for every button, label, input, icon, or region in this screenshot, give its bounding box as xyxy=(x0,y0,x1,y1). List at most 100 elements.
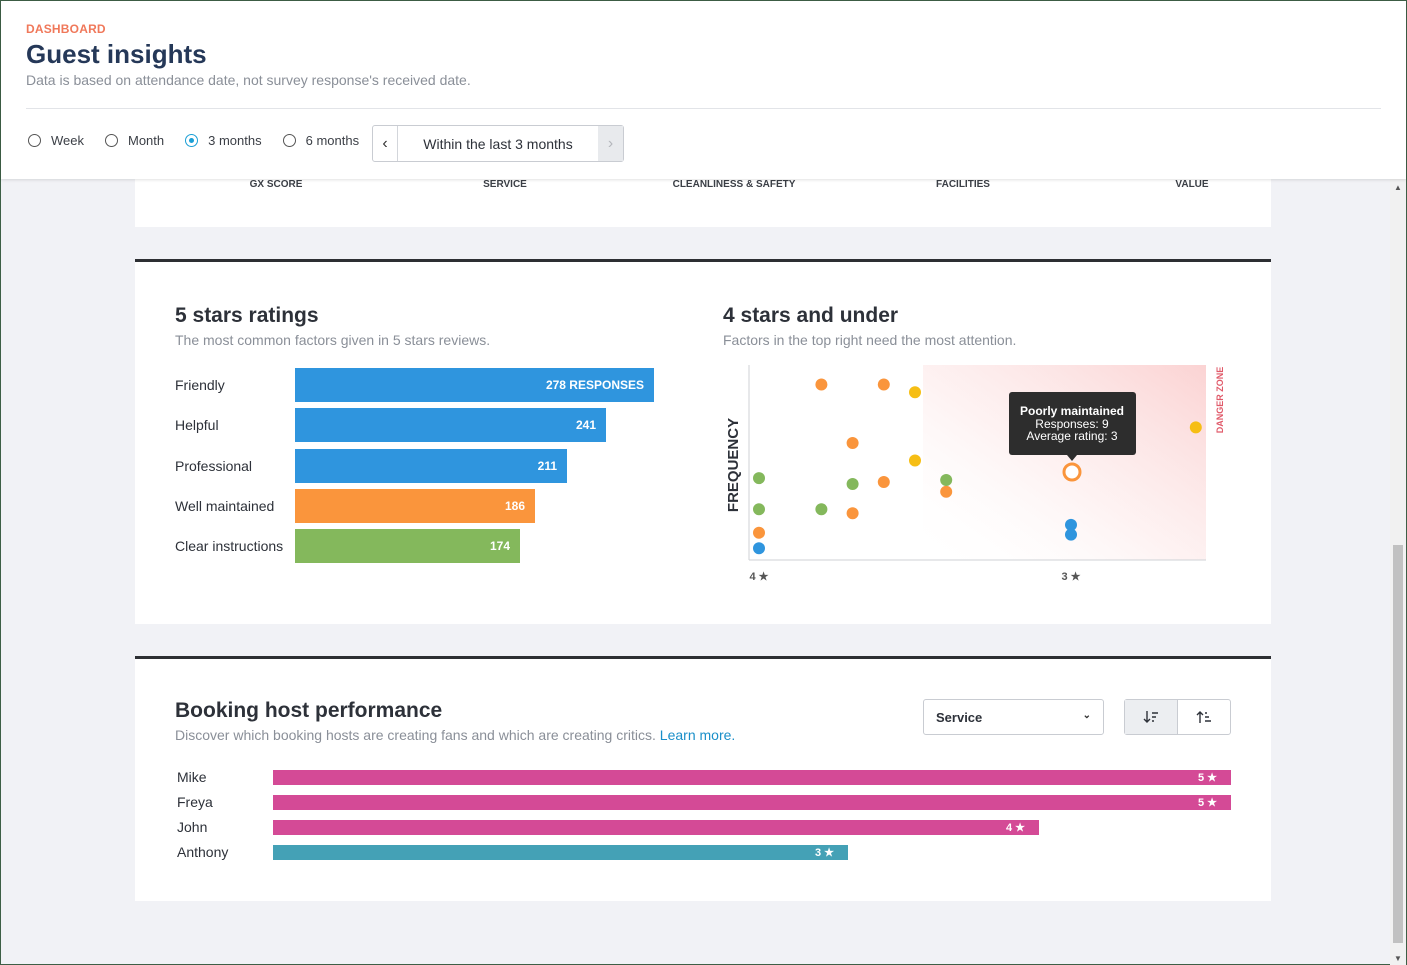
metric-gx-score: GX SCORE xyxy=(249,179,303,190)
scatter-point[interactable] xyxy=(940,485,953,498)
period-radio-group: Week Month 3 months 6 months xyxy=(28,133,380,148)
scatter-point[interactable] xyxy=(846,507,859,520)
tooltip-responses: Responses: 9 xyxy=(1035,417,1109,431)
bar-row: Friendly 278 RESPONSES xyxy=(175,368,654,402)
host-name: Anthony xyxy=(177,844,229,860)
radio-month[interactable]: Month xyxy=(105,133,164,148)
scatter-point[interactable] xyxy=(815,378,828,391)
five-stars-title: 5 stars ratings xyxy=(175,304,319,327)
scatter-point[interactable] xyxy=(753,526,765,539)
tooltip-title: Poorly maintained xyxy=(1020,404,1124,418)
host-bar[interactable]: 5 ★ xyxy=(273,769,1231,785)
host-row: John 4 ★ xyxy=(177,819,1039,835)
page-title: Guest insights xyxy=(26,39,207,69)
bar[interactable]: 241 xyxy=(295,408,606,443)
hosts-title: Booking host performance xyxy=(175,699,443,722)
sort-descending-button[interactable] xyxy=(1125,700,1178,734)
scatter-point[interactable] xyxy=(909,386,921,399)
scatter-point[interactable] xyxy=(940,474,953,487)
metric-value: VALUE xyxy=(1175,179,1209,190)
scatter-point[interactable] xyxy=(909,454,921,467)
radio-label: 3 months xyxy=(208,133,262,148)
scatter-point[interactable] xyxy=(877,378,890,391)
host-row: Freya 5 ★ xyxy=(177,794,1231,810)
chevron-right-icon[interactable]: › xyxy=(598,126,623,161)
danger-zone-label: DANGER ZONE xyxy=(1215,367,1225,434)
sort-ascending-button[interactable] xyxy=(1178,700,1230,734)
four-under-scatter-chart: FREQUENCY DANGER ZONE 4 ★ 3 ★ Poorly mai… xyxy=(725,365,1225,583)
scatter-point[interactable] xyxy=(846,437,859,449)
metric-select-value: Service xyxy=(936,709,983,725)
scatter-point[interactable] xyxy=(753,472,765,485)
tooltip-average: Average rating: 3 xyxy=(1026,429,1117,443)
radio-label: Month xyxy=(128,133,165,148)
date-range-navigator: ‹ Within the last 3 months › xyxy=(372,125,624,162)
scatter-points xyxy=(753,378,1202,555)
sort-ascending-icon xyxy=(1196,711,1211,723)
bar-row: Clear instructions 174 xyxy=(175,529,520,564)
host-name: Mike xyxy=(177,769,207,785)
scatter-point[interactable] xyxy=(1065,518,1077,531)
ratings-card: 5 stars ratings The most common factors … xyxy=(135,259,1271,624)
five-stars-subtitle: The most common factors given in 5 stars… xyxy=(175,332,491,348)
radio-week[interactable]: Week xyxy=(28,133,84,148)
radio-6-months[interactable]: 6 months xyxy=(282,133,360,148)
chevron-left-icon[interactable]: ‹ xyxy=(373,126,398,161)
metric-service: SERVICE xyxy=(483,179,527,190)
host-bar[interactable]: 5 ★ xyxy=(273,794,1231,810)
bar[interactable]: 211 xyxy=(295,448,567,483)
host-name: John xyxy=(177,819,208,835)
radio-circle-icon xyxy=(282,134,296,147)
metric-facilities: FACILITIES xyxy=(936,179,990,190)
bar-label: Well maintained xyxy=(175,497,275,514)
hosts-subtitle: Discover which booking hosts are creatin… xyxy=(175,727,735,743)
page-subtitle: Data is based on attendance date, not su… xyxy=(26,72,471,88)
scatter-point[interactable] xyxy=(753,542,765,555)
bar-label: Professional xyxy=(175,457,253,474)
scatter-point[interactable] xyxy=(1065,528,1077,541)
host-row: Anthony 3 ★ xyxy=(177,844,848,860)
scatter-point[interactable] xyxy=(877,476,890,488)
scatter-point[interactable] xyxy=(1189,421,1202,434)
scatter-point[interactable] xyxy=(753,503,765,516)
page-header: DASHBOARD Guest insights Data is based o… xyxy=(1,1,1406,179)
bar[interactable]: 174 xyxy=(295,529,520,564)
chevron-down-icon: ⌄ xyxy=(1082,710,1091,721)
bar-row: Well maintained 186 xyxy=(175,488,535,523)
radio-circle-icon xyxy=(105,134,118,147)
bar[interactable]: 278 RESPONSES xyxy=(295,368,654,402)
bar-label: Clear instructions xyxy=(175,538,284,555)
learn-more-link[interactable]: Learn more. xyxy=(659,727,736,743)
radio-3-months[interactable]: 3 months xyxy=(185,133,262,148)
x-tick-4: 4 ★ xyxy=(749,571,768,583)
bar-row: Helpful 241 xyxy=(175,408,606,443)
host-row: Mike 5 ★ xyxy=(177,769,1231,785)
sort-toggle-group xyxy=(1124,699,1231,735)
host-bar[interactable]: 3 ★ xyxy=(273,844,848,860)
four-under-title: 4 stars and under xyxy=(723,304,899,327)
scrollbar[interactable]: ▲ ▼ xyxy=(1390,179,1406,965)
scatter-point[interactable] xyxy=(815,503,828,516)
scroll-up-icon[interactable]: ▲ xyxy=(1394,183,1402,192)
radio-checked-icon xyxy=(185,134,199,147)
host-bar[interactable]: 4 ★ xyxy=(273,819,1039,835)
metric-cleanliness-safety: CLEANLINESS & SAFETY xyxy=(672,179,796,190)
bar-label: Friendly xyxy=(175,377,225,393)
highlight-point[interactable] xyxy=(1062,462,1082,482)
metrics-card: GX SCORE SERVICE CLEANLINESS & SAFETY FA… xyxy=(135,179,1271,227)
scroll-down-icon[interactable]: ▼ xyxy=(1394,954,1402,963)
x-tick-3: 3 ★ xyxy=(1061,571,1080,583)
bar-row: Professional 211 xyxy=(175,448,567,483)
scatter-point[interactable] xyxy=(846,477,859,490)
sort-descending-icon xyxy=(1143,711,1158,723)
breadcrumb[interactable]: DASHBOARD xyxy=(26,22,106,36)
metric-select[interactable]: Service ⌄ xyxy=(923,699,1104,735)
bar[interactable]: 186 xyxy=(295,488,535,523)
tooltip: Poorly maintained Responses: 9 Average r… xyxy=(1009,392,1136,461)
scrollbar-thumb[interactable] xyxy=(1393,545,1403,943)
bar-label: Helpful xyxy=(175,417,219,434)
y-axis-label: FREQUENCY xyxy=(725,418,742,512)
radio-circle-icon xyxy=(28,134,41,147)
radio-label: 6 months xyxy=(305,133,360,148)
divider xyxy=(26,108,1381,109)
